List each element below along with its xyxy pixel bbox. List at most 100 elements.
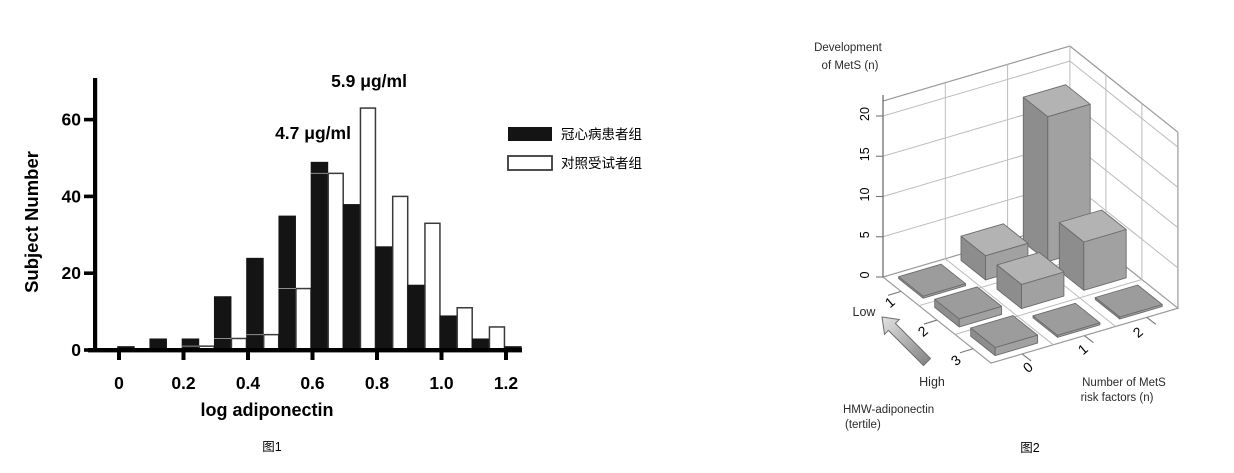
fig2-z-tick-label-3: 15 bbox=[858, 147, 872, 161]
fig1-bar-control-bin-7 bbox=[359, 107, 377, 352]
fig1-y-tick-label-3: 60 bbox=[62, 110, 82, 130]
fig2-z-tick-label-2: 10 bbox=[858, 188, 872, 202]
fig1-bar-chd-bin-9 bbox=[407, 284, 425, 351]
fig1-axes-layer: 0 0.2 0.4 0.6 0.8 1.0 1.2 0 20 40 60 bbox=[62, 78, 522, 393]
legend-swatch-control-group bbox=[507, 155, 553, 171]
fig2-bar-top-face bbox=[1022, 84, 1091, 118]
fig1-x-tick-label-1: 0.2 bbox=[171, 373, 196, 393]
fig2-x-tick-2 bbox=[1146, 316, 1157, 325]
fig2-bar-top-face bbox=[1094, 284, 1163, 318]
fig2-bar-t3-r0 bbox=[970, 315, 1039, 357]
fig2-y-tick-label-2: 3 bbox=[948, 351, 964, 368]
fig2-y-axis-label-line2: (tertile) bbox=[845, 419, 881, 431]
fig1-bar-chd-bin-3 bbox=[213, 296, 232, 351]
fig2-caption: 图2 bbox=[1020, 441, 1040, 455]
fig2-x-tick-0 bbox=[1021, 353, 1032, 362]
fig2-bar-t1-r0 bbox=[898, 263, 967, 299]
fig1-bar-chd-bin-1 bbox=[149, 338, 167, 351]
fig2-tertile-direction-arrow bbox=[881, 316, 932, 367]
fig2-x-tick-label-1: 1 bbox=[1075, 340, 1091, 357]
fig2-bar-t2-r0 bbox=[934, 286, 1003, 328]
fig1-y-tick-1 bbox=[84, 271, 95, 275]
fig1-bar-chd-bin-5 bbox=[278, 215, 296, 351]
fig2-z-axis-label-line2: of MetS (n) bbox=[822, 60, 879, 72]
fig2-z-tick-label-0: 0 bbox=[858, 271, 872, 278]
fig2-y-axis-label-line1: HMW-adiponectin bbox=[843, 404, 934, 416]
fig2-y-tick-label-0: 1 bbox=[882, 293, 898, 310]
fig2-z-axis-label-line1: Development bbox=[814, 42, 883, 54]
fig2-bar-t2-r2 bbox=[1058, 209, 1127, 291]
fig2-bar-t2-r1 bbox=[996, 252, 1065, 310]
fig1-caption: 图1 bbox=[262, 440, 282, 454]
fig2-bar-top-face bbox=[898, 263, 967, 297]
fig1-x-tick-label-5: 1.0 bbox=[429, 373, 454, 393]
fig2-x-tick-1 bbox=[1084, 335, 1094, 344]
fig2-x-tick-label-0: 0 bbox=[1020, 358, 1036, 375]
fig2-bars-layer bbox=[898, 84, 1163, 357]
fig1-bar-control-bin-5 bbox=[295, 287, 312, 352]
fig1-y-tick-label-2: 40 bbox=[62, 186, 82, 206]
fig2-high-label: High bbox=[919, 375, 945, 389]
fig1-y-axis-line bbox=[93, 78, 98, 352]
fig2-x-tick-label-2: 2 bbox=[1130, 323, 1146, 340]
fig2-bar-t3-r2 bbox=[1094, 284, 1163, 320]
fig2-floor-gridline-r1 bbox=[944, 258, 1054, 346]
fig1-x-tick-6 bbox=[504, 350, 508, 360]
fig2-bar-top-face bbox=[970, 315, 1039, 348]
fig2-bar-top-face bbox=[996, 252, 1065, 285]
fig1-x-tick-4 bbox=[375, 350, 379, 360]
fig2-y-tick-0 bbox=[887, 290, 902, 296]
fig1-x-tick-5 bbox=[439, 350, 444, 360]
fig1-bar-chd-bin-2 bbox=[181, 338, 200, 351]
fig2-bar-top-face bbox=[960, 223, 1029, 257]
fig1-y-tick-3 bbox=[84, 117, 95, 122]
fig1-x-tick-label-6: 1.2 bbox=[494, 373, 519, 393]
fig2-y-tick-1 bbox=[923, 319, 938, 325]
legend-label-chd-group: 冠心病患者组 bbox=[561, 127, 642, 142]
fig2-rightwall-gridline-z20 bbox=[1069, 60, 1179, 148]
fig1-x-tick-label-0: 0 bbox=[114, 373, 124, 393]
fig1-annotation-median-control: 5.9 μg/ml bbox=[331, 71, 407, 91]
fig1-y-tick-0 bbox=[84, 348, 95, 352]
fig1-x-tick-0 bbox=[117, 350, 121, 360]
fig1-x-axis-label: log adiponectin bbox=[201, 400, 334, 420]
fig1-x-tick-label-3: 0.6 bbox=[300, 373, 325, 393]
fig1-y-tick-2 bbox=[84, 194, 95, 199]
fig1-x-tick-1 bbox=[181, 350, 186, 360]
fig1-x-tick-2 bbox=[246, 350, 250, 360]
fig2-bar-t3-r1 bbox=[1032, 302, 1101, 338]
fig1-bar-chd-bin-10 bbox=[439, 315, 458, 351]
fig1-bar-chd-bin-11 bbox=[471, 338, 490, 351]
fig1-bar-control-bin-8 bbox=[391, 195, 409, 352]
fig1-x-axis-line bbox=[88, 348, 522, 353]
fig1-bar-chd-bin-8 bbox=[375, 246, 393, 351]
fig1-bar-chd-bin-7 bbox=[342, 204, 361, 351]
fig2-low-label: Low bbox=[853, 305, 877, 319]
fig2-bar-top-face bbox=[934, 286, 1003, 320]
fig1-bar-control-bin-6 bbox=[327, 172, 344, 352]
fig1-y-axis-label: Subject Number bbox=[21, 151, 42, 293]
fig2-z-tick-label-1: 5 bbox=[858, 231, 872, 238]
fig2-y-tick-2 bbox=[959, 348, 974, 354]
fig1-annotation-median-chd: 4.7 μg/ml bbox=[275, 123, 351, 143]
fig2-bar-side-face bbox=[1022, 96, 1049, 263]
fig1-y-tick-label-1: 20 bbox=[62, 263, 82, 283]
fig1-bar-chd-bin-6 bbox=[310, 161, 329, 351]
fig2-leftwall-gridline-z20 bbox=[882, 60, 1071, 117]
fig2-bar-top-face bbox=[1058, 209, 1127, 243]
fig2-z-tick-label-4: 20 bbox=[858, 107, 872, 121]
fig1-bars-layer bbox=[117, 107, 522, 352]
fig1-bar-chd-bin-4 bbox=[246, 257, 264, 351]
fig1-legend: 冠心病患者组 对照受试者组 bbox=[507, 127, 642, 171]
fig2-bar-top-face bbox=[1032, 302, 1101, 336]
legend-label-control-group: 对照受试者组 bbox=[561, 156, 642, 171]
legend-swatch-chd-group bbox=[508, 127, 552, 141]
fig1-x-tick-label-4: 0.8 bbox=[365, 373, 390, 393]
fig1-x-tick-3 bbox=[310, 350, 315, 360]
fig2-x-axis-label-line2: risk factors (n) bbox=[1081, 392, 1154, 404]
figure1-chart: 0 0.2 0.4 0.6 0.8 1.0 1.2 0 20 40 60 Subject Numbe… bbox=[21, 71, 642, 454]
fig1-bar-control-bin-9 bbox=[424, 222, 441, 352]
